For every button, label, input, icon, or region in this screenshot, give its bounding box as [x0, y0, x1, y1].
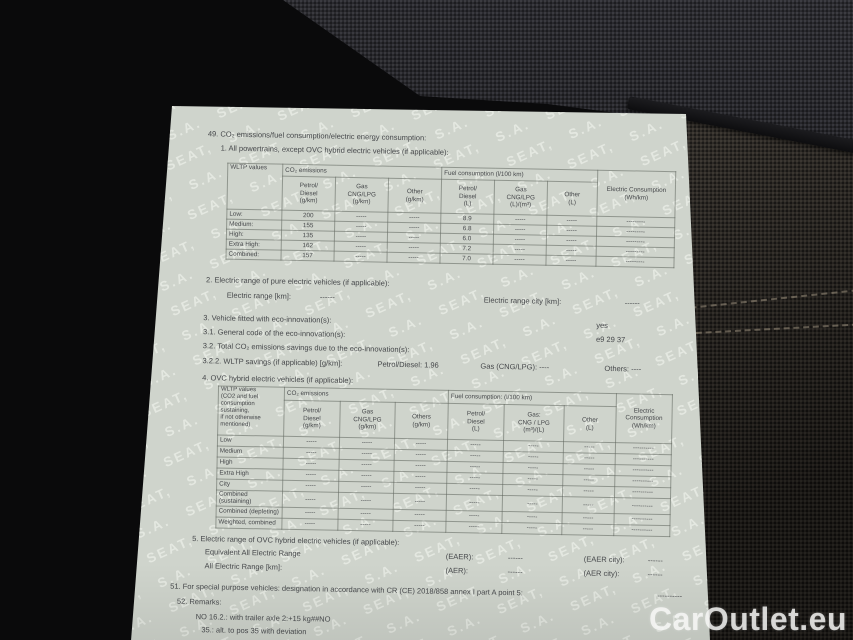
line-322-others: Others: ----	[604, 363, 642, 374]
cell-value: -----	[445, 521, 502, 534]
line-322-gas: Gas (CNG/LPG): ----	[480, 361, 550, 372]
line-51-value: ----------	[657, 590, 683, 601]
table1-subcol-header: Gas CNG/LPG (L)/(m³)	[493, 180, 548, 216]
row-label: Combined (sustaining)	[216, 489, 283, 508]
cell-value: -----	[281, 518, 339, 531]
cell-value: -----	[333, 251, 388, 263]
table2-subcol-header: Gas: CNG / LPG (m³)/(L)	[503, 404, 565, 442]
line-322-petrol: Petrol/Diesel: 1.96	[377, 359, 439, 370]
row-label: Combined:	[225, 249, 282, 261]
table2-subcol-header: Others (g/km)	[394, 402, 449, 440]
cell-value: -----	[386, 252, 441, 264]
table1-electric-header: Electric Consumption (Wh/km)	[596, 170, 676, 218]
cell-value: -----	[545, 255, 597, 267]
line-4-text: 4. OVC hybrid electric vehicles (if appl…	[202, 373, 354, 386]
line-31-text: 3.1. General code of the eco-innovation(…	[203, 327, 346, 339]
row-label: Weighted, combined	[215, 516, 283, 530]
table1-corner-header: WLTP values	[226, 163, 283, 211]
line-31-value: e9 29 37	[595, 334, 626, 345]
aer-value: ------	[507, 566, 523, 577]
table2-corner-header: WLTP values (CO2 and fuel consumption su…	[217, 385, 285, 437]
electric-range-city-value: ------	[624, 298, 640, 308]
ovc-hybrid-table: WLTP values (CO2 and fuel consumption su…	[215, 385, 673, 537]
line-32-text: 3.2. Total CO₂ emissions savings due to …	[202, 341, 410, 355]
table2-subcol-header: Petrol/ Diesel (L)	[447, 403, 505, 441]
cell-value: -----	[561, 523, 614, 536]
line-2-text: 2. Electric range of pure electric vehic…	[206, 275, 390, 288]
table1-subcol-header: Other (g/km)	[387, 178, 442, 214]
cell-value: -----	[446, 494, 503, 512]
table2-subcol-header: Petrol/ Diesel (g/km)	[283, 400, 341, 438]
aer-city-label: (AER city):	[583, 568, 620, 579]
cell-value: -----	[501, 522, 562, 535]
cell-value: -----	[562, 496, 615, 514]
table1-subcol-header: Other (L)	[546, 181, 598, 217]
electric-range-city-label: Electric range city [km]:	[483, 295, 562, 307]
wltp-emissions-table: WLTP values CO₂ emissions Fuel consumpti…	[225, 163, 676, 269]
eaer-value: ------	[507, 552, 523, 563]
line-1-text: 1. All powertrains, except OVC hybrid el…	[220, 143, 449, 157]
table1-subcol-header: Gas CNG/LPG (g/km)	[334, 177, 389, 213]
line-52-text: 52. Remarks:	[176, 596, 222, 607]
cell-value: -----	[338, 492, 394, 510]
table1-subcol-header: Petrol/ Diesel (L)	[440, 179, 495, 215]
eaer-city-value: ------	[647, 555, 663, 565]
remark-2-text: 35.: alt. to pos 35 with deviation	[201, 625, 307, 637]
cell-value: -----	[337, 519, 394, 532]
line-3-text: 3. Vehicle fitted with eco-innovation(s)…	[203, 313, 332, 325]
eaer-code: (EAER):	[445, 551, 474, 562]
aer-label: All Electric Range [km]:	[204, 561, 283, 572]
cell-value: -----	[392, 520, 446, 533]
cell-value: -----	[502, 495, 563, 513]
line-322-text: 3.2.2. WLTP savings (if applicable) [g/k…	[202, 356, 343, 368]
cell-value: ----------	[614, 497, 671, 515]
aer-city-value: ------	[647, 569, 663, 579]
cell-value: 157	[280, 250, 335, 262]
cell-value: 7.0	[439, 253, 494, 265]
table2-subcol-header: Gas CNG/LPG (g/km)	[339, 401, 396, 439]
line-3-value: yes	[596, 320, 609, 330]
caroutlet-logo-watermark: CarOutlet.eu	[648, 601, 847, 637]
table2-electric-header: Electric Consumption (Wh/km)	[615, 393, 673, 444]
eaer-city-label: (EAER city):	[583, 554, 625, 565]
cell-value: -----	[393, 493, 447, 511]
table2-subcol-header: Other (L)	[563, 405, 617, 443]
remark-1-text: NO 16.2.: with trailer axle 2:+15 kg##NO	[195, 611, 331, 624]
cell-value: ---------	[595, 256, 675, 268]
eaer-label: Equivalent All Electric Range	[204, 547, 301, 558]
document-content: 49. CO₂ emissions/fuel consumption/elect…	[170, 128, 698, 640]
aer-code: (AER):	[445, 565, 469, 576]
electric-range-value: ------	[319, 292, 335, 302]
cell-value: -----	[492, 254, 547, 266]
cell-value: -----	[282, 491, 339, 509]
electric-range-label: Electric range [km]:	[226, 290, 292, 301]
table1-subcol-header: Petrol/ Diesel (g/km)	[281, 176, 336, 212]
cell-value: ----------	[613, 524, 670, 537]
